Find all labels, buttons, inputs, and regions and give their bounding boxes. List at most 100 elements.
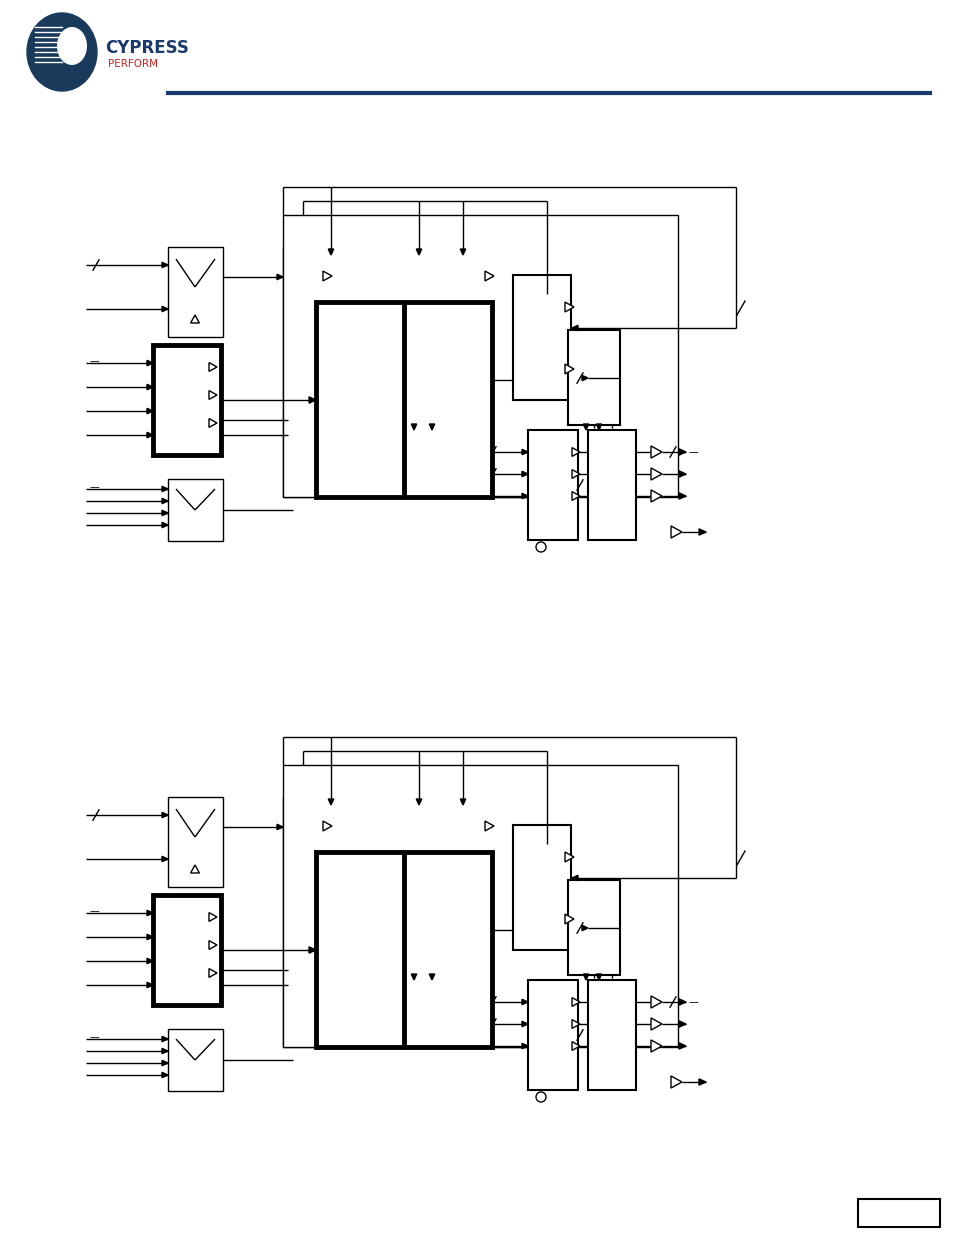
Polygon shape (484, 821, 494, 831)
Polygon shape (679, 448, 685, 456)
Bar (168, 797, 223, 887)
Polygon shape (459, 249, 465, 254)
Bar (527, 430, 578, 540)
Polygon shape (650, 995, 661, 1008)
Polygon shape (162, 1036, 168, 1041)
Polygon shape (572, 1041, 579, 1051)
Polygon shape (564, 914, 574, 924)
Bar (587, 430, 636, 540)
Polygon shape (323, 270, 332, 280)
Polygon shape (328, 799, 334, 805)
Polygon shape (328, 249, 334, 254)
Text: —: — (688, 997, 698, 1007)
Polygon shape (581, 925, 587, 931)
Polygon shape (596, 974, 601, 981)
Ellipse shape (27, 14, 97, 91)
Polygon shape (162, 487, 168, 492)
Polygon shape (147, 432, 152, 437)
Polygon shape (147, 910, 152, 915)
Polygon shape (162, 1049, 168, 1053)
Polygon shape (429, 974, 435, 981)
Polygon shape (582, 424, 588, 430)
Polygon shape (309, 396, 315, 403)
Text: —: — (688, 447, 698, 457)
Polygon shape (484, 270, 494, 280)
Polygon shape (572, 325, 578, 331)
Polygon shape (209, 941, 216, 950)
Polygon shape (521, 999, 527, 1005)
Polygon shape (162, 813, 168, 818)
Polygon shape (650, 1040, 661, 1052)
Text: CYPRESS: CYPRESS (105, 40, 189, 57)
Polygon shape (162, 522, 168, 527)
Polygon shape (209, 968, 216, 977)
Polygon shape (699, 529, 705, 535)
Polygon shape (679, 999, 685, 1005)
Polygon shape (276, 274, 283, 279)
Polygon shape (323, 821, 332, 831)
Polygon shape (162, 856, 168, 862)
Bar (315, 852, 492, 1047)
Polygon shape (191, 315, 199, 324)
Polygon shape (679, 1042, 685, 1050)
Polygon shape (670, 526, 681, 538)
Bar (527, 981, 578, 1091)
Polygon shape (650, 1018, 661, 1030)
Polygon shape (209, 419, 216, 427)
Polygon shape (162, 498, 168, 504)
Text: PERFORM: PERFORM (108, 59, 158, 69)
Polygon shape (209, 390, 216, 399)
Bar (152, 895, 221, 1005)
Polygon shape (582, 974, 588, 981)
Polygon shape (572, 469, 579, 478)
Polygon shape (521, 493, 527, 499)
Polygon shape (411, 974, 416, 981)
Polygon shape (429, 424, 435, 430)
Polygon shape (679, 1021, 685, 1028)
Polygon shape (416, 249, 421, 254)
Polygon shape (147, 361, 152, 366)
Polygon shape (670, 1076, 681, 1088)
Polygon shape (581, 375, 587, 380)
Bar (168, 479, 223, 541)
Polygon shape (650, 490, 661, 503)
Polygon shape (564, 364, 574, 374)
Bar (168, 1029, 223, 1091)
Bar (513, 275, 571, 400)
Bar (567, 330, 619, 425)
Polygon shape (162, 1072, 168, 1078)
Polygon shape (521, 472, 527, 477)
Polygon shape (191, 864, 199, 873)
Polygon shape (650, 446, 661, 458)
Polygon shape (572, 1020, 579, 1029)
Polygon shape (162, 262, 168, 268)
Polygon shape (564, 303, 574, 312)
Polygon shape (209, 363, 216, 372)
Polygon shape (572, 447, 579, 457)
Polygon shape (209, 913, 216, 921)
Text: —: — (90, 482, 100, 492)
Polygon shape (572, 492, 579, 500)
Polygon shape (416, 799, 421, 805)
Polygon shape (699, 1079, 705, 1086)
Polygon shape (650, 468, 661, 480)
Bar (513, 825, 571, 950)
Text: —: — (90, 1032, 100, 1042)
Bar (301, 254, 506, 296)
Text: —: — (90, 356, 100, 366)
Text: —: — (582, 324, 592, 333)
Bar (301, 805, 506, 847)
Bar (315, 303, 492, 496)
Polygon shape (521, 450, 527, 454)
Polygon shape (147, 982, 152, 988)
Text: —: — (90, 906, 100, 916)
Bar (152, 345, 221, 454)
Polygon shape (679, 493, 685, 499)
Bar (168, 247, 223, 337)
Bar (567, 881, 619, 974)
Polygon shape (521, 1044, 527, 1049)
Polygon shape (521, 1021, 527, 1026)
Polygon shape (572, 876, 578, 881)
Polygon shape (162, 306, 168, 311)
Ellipse shape (57, 27, 87, 65)
